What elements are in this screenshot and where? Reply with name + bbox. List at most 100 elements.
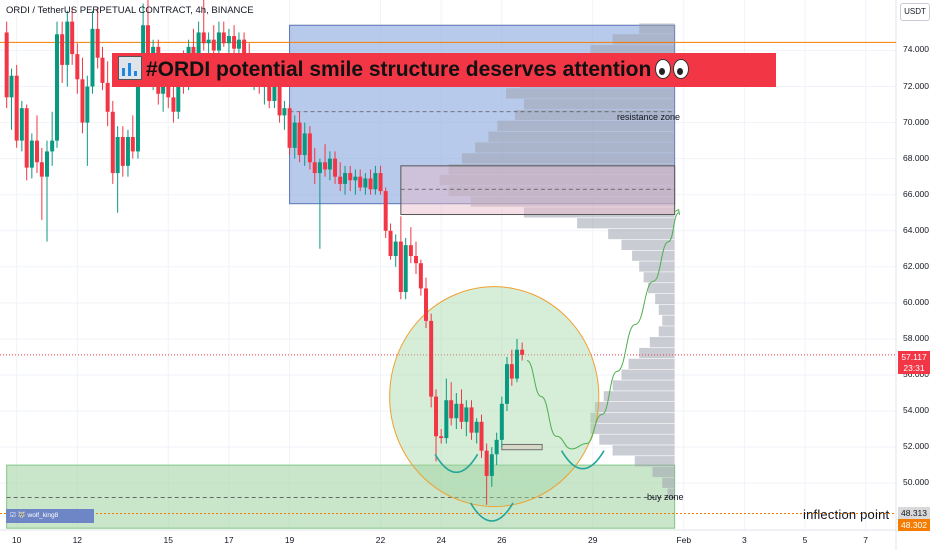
volume-profile-bar [649,337,675,348]
candle-body [100,57,105,83]
volume-profile-bar [658,304,675,315]
candle-body [277,86,282,116]
volume-profile-bar [612,445,675,456]
x-tick-label: 17 [224,535,234,545]
y-tick-label: 62.000 [903,260,929,271]
x-tick-label: 22 [375,535,386,545]
volume-profile-bar [594,402,675,413]
smile-circle [389,286,600,508]
volume-profile-bar [643,272,675,283]
author-watermark: ☑ 🐺 wolf_king8 [6,509,94,523]
bar-chart-icon [118,56,142,80]
candle-body [90,28,95,87]
candle-body [348,173,353,181]
currency-button[interactable]: USDT [900,3,930,21]
candle-body [39,162,44,177]
volume-profile-bar [497,120,675,131]
candle-body [287,108,292,148]
x-tick-label: 5 [802,535,808,545]
candle-body [60,34,65,65]
candle-body [424,288,429,321]
candle-body [353,176,358,181]
candle-body [201,32,206,44]
candle-body [115,137,120,174]
candle-body [297,122,302,156]
volume-profile-bar [652,466,675,478]
x-tick-label: 15 [163,535,174,545]
volume-profile-bar [612,34,675,45]
candle-body [484,450,489,476]
volume-profile-bar [667,488,675,499]
candle-body [4,32,9,98]
y-tick-label: 72.000 [903,80,929,91]
candle-body [29,140,34,168]
volume-profile-bar [448,164,675,175]
x-tick-label: Feb [676,535,692,545]
watermark-text: wolf_king8 [27,512,59,519]
candle-body [434,396,439,437]
candle-body [70,21,75,55]
candle-body [267,79,272,101]
candle-body [363,178,368,188]
candle-body [388,230,393,256]
buy-zone-box [6,464,676,529]
candle-body [327,158,332,170]
projection-arrowhead [674,208,681,215]
buy-zone-label: buy zone [647,492,684,502]
candle-body [226,36,231,44]
volume-profile-bar [470,196,675,207]
smile-arc [434,453,479,473]
projection-path [526,212,679,450]
candle-body [282,108,287,116]
volume-profile-bar [639,347,675,359]
smile-arc [560,450,605,470]
candle-body [135,75,140,152]
candle-body [236,39,241,49]
x-tick-label: 24 [436,535,446,545]
candle-body [333,158,338,177]
x-tick-label: 12 [72,535,83,545]
title-text: #ORDI potential smile structure deserves… [146,58,652,81]
candle-body [439,436,444,439]
symbol-header: ORDI / TetherUS PERPETUAL CONTRACT, 4h, … [6,5,254,16]
volume-profile-bar [488,131,675,142]
volume-profile-bar [577,218,675,229]
y-tick-label: 60.000 [903,296,929,307]
candle-body [429,320,434,397]
candle-body [196,32,201,58]
volume-profile-bar [639,23,675,34]
candle-body [211,39,216,51]
candle-body [368,178,373,190]
resistance-zone-label: resistance zone [617,112,681,122]
x-tick-label: 10 [11,535,22,545]
x-tick-label: 3 [742,535,747,545]
volume-profile-bar [658,326,675,337]
candle-body [343,173,348,184]
last-price-tag: 57.117 [898,351,930,363]
candle-body [50,140,55,152]
volume-profile-bar [662,315,675,326]
volume-profile-bar [523,99,675,110]
candle-body [373,173,378,190]
volume-profile-bar [634,456,675,467]
candle-body [105,82,110,112]
candle-body [216,32,221,51]
candle-body [323,162,328,170]
volume-profile-bar [639,261,675,272]
candle-body [14,75,19,141]
candle-body [403,245,408,293]
candle-body [383,191,388,231]
candle-body [479,421,484,451]
candle-body [141,25,146,76]
candle-body [494,439,499,455]
candle-body [80,79,85,123]
candle-body [469,407,474,433]
volume-profile-bar [590,423,675,434]
eyes-icon [655,56,691,90]
candle-body [464,407,469,422]
candle-body [302,133,307,156]
volume-profile-bar [648,283,675,294]
candle-body [449,400,454,419]
candle-body [509,364,514,379]
candle-body [145,25,150,65]
